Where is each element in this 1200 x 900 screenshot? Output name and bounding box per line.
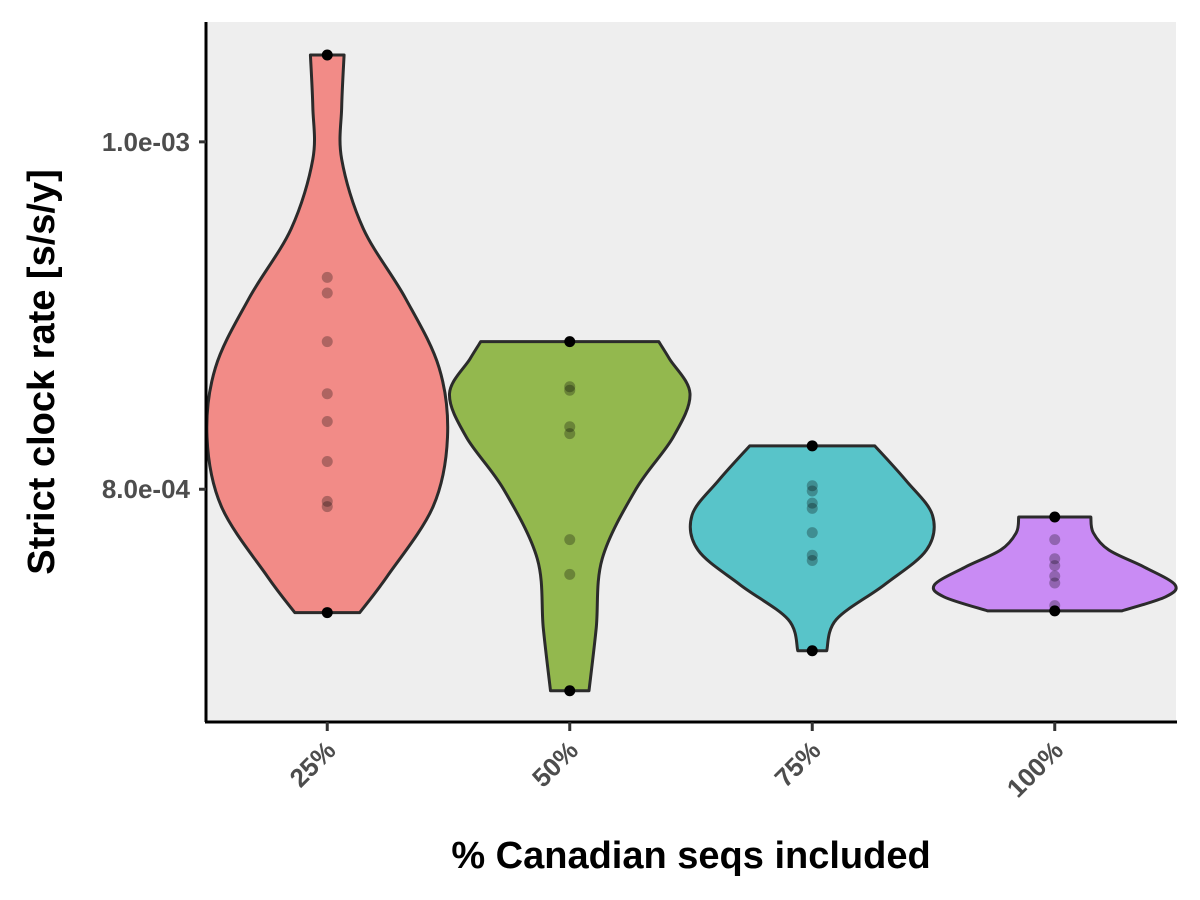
x-axis-title: % Canadian seqs included: [451, 835, 930, 877]
data-point: [1049, 577, 1061, 589]
y-ticks: 8.0e-04 1.0e-03: [102, 127, 206, 504]
data-point: [564, 534, 576, 546]
x-tick-label: 75%: [768, 735, 826, 793]
data-point: [1049, 534, 1061, 546]
data-point: [321, 388, 333, 400]
data-point: [564, 421, 576, 433]
data-point: [564, 384, 576, 396]
data-point: [321, 495, 333, 507]
data-point: [321, 501, 333, 513]
violin-layer: [205, 53, 1178, 693]
violin-100pct: [931, 515, 1178, 613]
data-point: [321, 287, 333, 299]
data-point: [1049, 553, 1061, 565]
violin-75pct: [688, 444, 936, 653]
data-point: [806, 554, 818, 566]
data-point: [321, 49, 333, 61]
data-point: [321, 271, 333, 283]
data-point: [806, 645, 818, 657]
data-point: [1049, 570, 1061, 582]
data-point: [806, 485, 818, 497]
data-point: [564, 685, 576, 697]
data-point: [564, 381, 576, 393]
data-point: [564, 428, 576, 440]
x-tick-label: 25%: [283, 735, 341, 793]
y-tick-label: 8.0e-04: [102, 474, 191, 504]
data-point: [806, 440, 818, 452]
data-point: [564, 336, 576, 348]
y-axis-title: Strict clock rate [s/s/y]: [21, 169, 63, 575]
data-point: [806, 527, 818, 539]
data-point: [806, 480, 818, 492]
data-point: [1049, 605, 1061, 617]
data-point: [321, 455, 333, 467]
data-point: [321, 607, 333, 619]
data-point: [321, 336, 333, 348]
data-point: [806, 502, 818, 514]
violin-50pct: [447, 340, 692, 693]
data-point: [1049, 560, 1061, 572]
point-layer: [321, 49, 1061, 697]
data-point: [806, 549, 818, 561]
x-tick-label: 50%: [526, 735, 584, 793]
data-point: [321, 416, 333, 428]
x-tick-label: 100%: [1001, 735, 1069, 803]
data-point: [564, 568, 576, 580]
data-point: [806, 497, 818, 509]
x-ticks: 25% 50% 75% 100%: [283, 722, 1069, 803]
data-point: [1049, 511, 1061, 523]
y-tick-label: 1.0e-03: [102, 127, 190, 157]
